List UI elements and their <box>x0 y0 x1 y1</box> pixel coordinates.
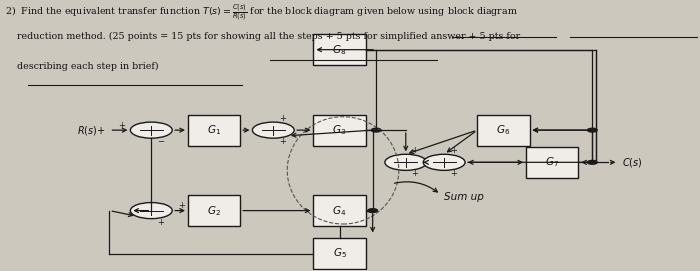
Text: $G_2$: $G_2$ <box>207 204 221 218</box>
Text: +: + <box>449 169 456 178</box>
FancyBboxPatch shape <box>314 34 365 65</box>
Text: +: + <box>279 137 286 146</box>
Text: Sum up: Sum up <box>444 192 484 202</box>
Text: +: + <box>118 121 125 130</box>
FancyBboxPatch shape <box>314 238 365 269</box>
Text: $C(s)$: $C(s)$ <box>622 156 643 169</box>
Text: +: + <box>412 169 418 178</box>
FancyBboxPatch shape <box>188 115 240 146</box>
Text: $G_1$: $G_1$ <box>207 123 221 137</box>
Circle shape <box>385 154 427 170</box>
Text: $G_6$: $G_6$ <box>496 123 510 137</box>
Text: $G_7$: $G_7$ <box>545 156 559 169</box>
FancyBboxPatch shape <box>477 115 529 146</box>
FancyBboxPatch shape <box>314 115 365 146</box>
Text: reduction method. (25 points = 15 pts for showing all the steps + 5 pts for simp: reduction method. (25 points = 15 pts fo… <box>5 32 520 41</box>
Text: +: + <box>412 146 418 155</box>
Text: −: − <box>157 137 164 146</box>
Text: +: + <box>449 146 456 155</box>
Text: +: + <box>279 114 286 123</box>
Text: +: + <box>178 202 185 211</box>
FancyBboxPatch shape <box>314 195 365 226</box>
Circle shape <box>424 154 465 170</box>
Circle shape <box>130 202 172 219</box>
Circle shape <box>587 160 597 164</box>
FancyBboxPatch shape <box>188 195 240 226</box>
Text: describing each step in brief): describing each step in brief) <box>5 62 158 71</box>
Text: $G_4$: $G_4$ <box>332 204 346 218</box>
Circle shape <box>371 128 381 132</box>
Text: $G_8$: $G_8$ <box>332 43 346 57</box>
Text: $R(s)$+: $R(s)$+ <box>78 124 106 137</box>
FancyBboxPatch shape <box>526 147 578 178</box>
Circle shape <box>587 128 597 132</box>
Circle shape <box>253 122 294 138</box>
Circle shape <box>368 209 377 212</box>
Text: $G_3$: $G_3$ <box>332 123 346 137</box>
Text: +: + <box>157 218 164 227</box>
Text: 2)  Find the equivalent transfer function $T(s) = \frac{C(s)}{R(s)}$ for the blo: 2) Find the equivalent transfer function… <box>5 3 518 23</box>
Text: $G_5$: $G_5$ <box>332 247 346 260</box>
Circle shape <box>130 122 172 138</box>
